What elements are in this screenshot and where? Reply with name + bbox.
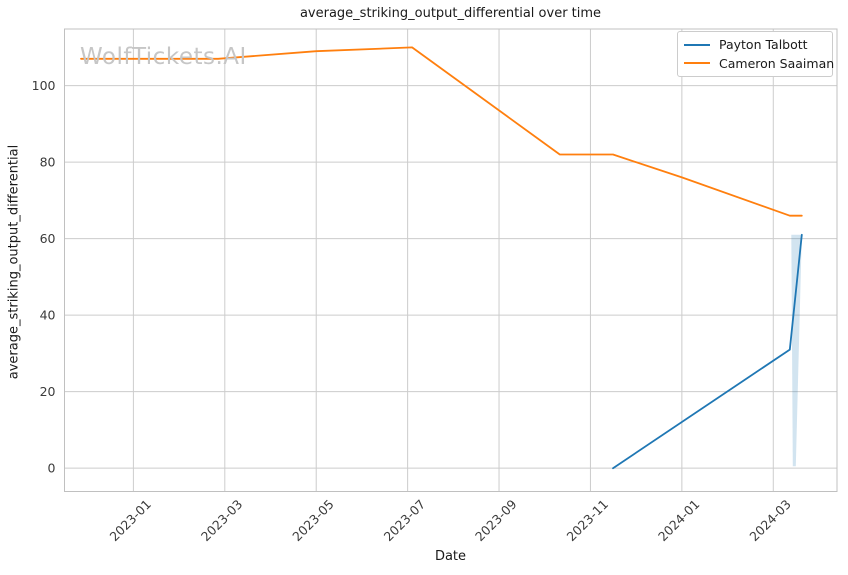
chart-title: average_striking_output_differential ove… [299, 6, 602, 21]
y-tick-label: 100 [32, 78, 56, 93]
series-line-0 [612, 233, 803, 470]
y-tick-label: 0 [48, 461, 56, 476]
confidence-band-0 [791, 234, 802, 467]
watermark: WolfTickets.AI [80, 44, 247, 70]
y-tick-label: 60 [40, 231, 56, 246]
legend-line-swatch-blue [684, 43, 710, 46]
y-tick-label: 40 [40, 308, 56, 323]
x-tick-label: 2023-05 [289, 497, 337, 545]
x-tick-label: 2023-09 [472, 497, 520, 545]
x-tick-label: 2024-03 [746, 497, 794, 545]
legend-line-swatch-orange [684, 62, 710, 65]
x-tick-label: 2023-11 [564, 497, 612, 545]
x-axis-label: Date [434, 549, 467, 564]
legend-item-payton-talbott: Payton Talbott [684, 37, 824, 52]
x-tick-label: 2024-01 [655, 497, 703, 545]
y-axis-label: average_striking_output_differential [6, 144, 22, 380]
legend: Payton Talbott Cameron Saaiman [677, 31, 834, 77]
y-tick-label: 80 [40, 155, 56, 170]
legend-item-cameron-saaiman: Cameron Saaiman [684, 56, 834, 71]
legend-label: Payton Talbott [719, 37, 808, 53]
x-tick-label: 2023-03 [198, 497, 246, 545]
x-tick-label: 2023-07 [381, 497, 429, 545]
y-tick-label: 20 [40, 384, 56, 399]
x-tick-label: 2023-01 [106, 497, 154, 545]
plot-border [64, 28, 838, 492]
series-line-1 [80, 46, 803, 217]
legend-label: Cameron Saaiman [719, 55, 835, 71]
